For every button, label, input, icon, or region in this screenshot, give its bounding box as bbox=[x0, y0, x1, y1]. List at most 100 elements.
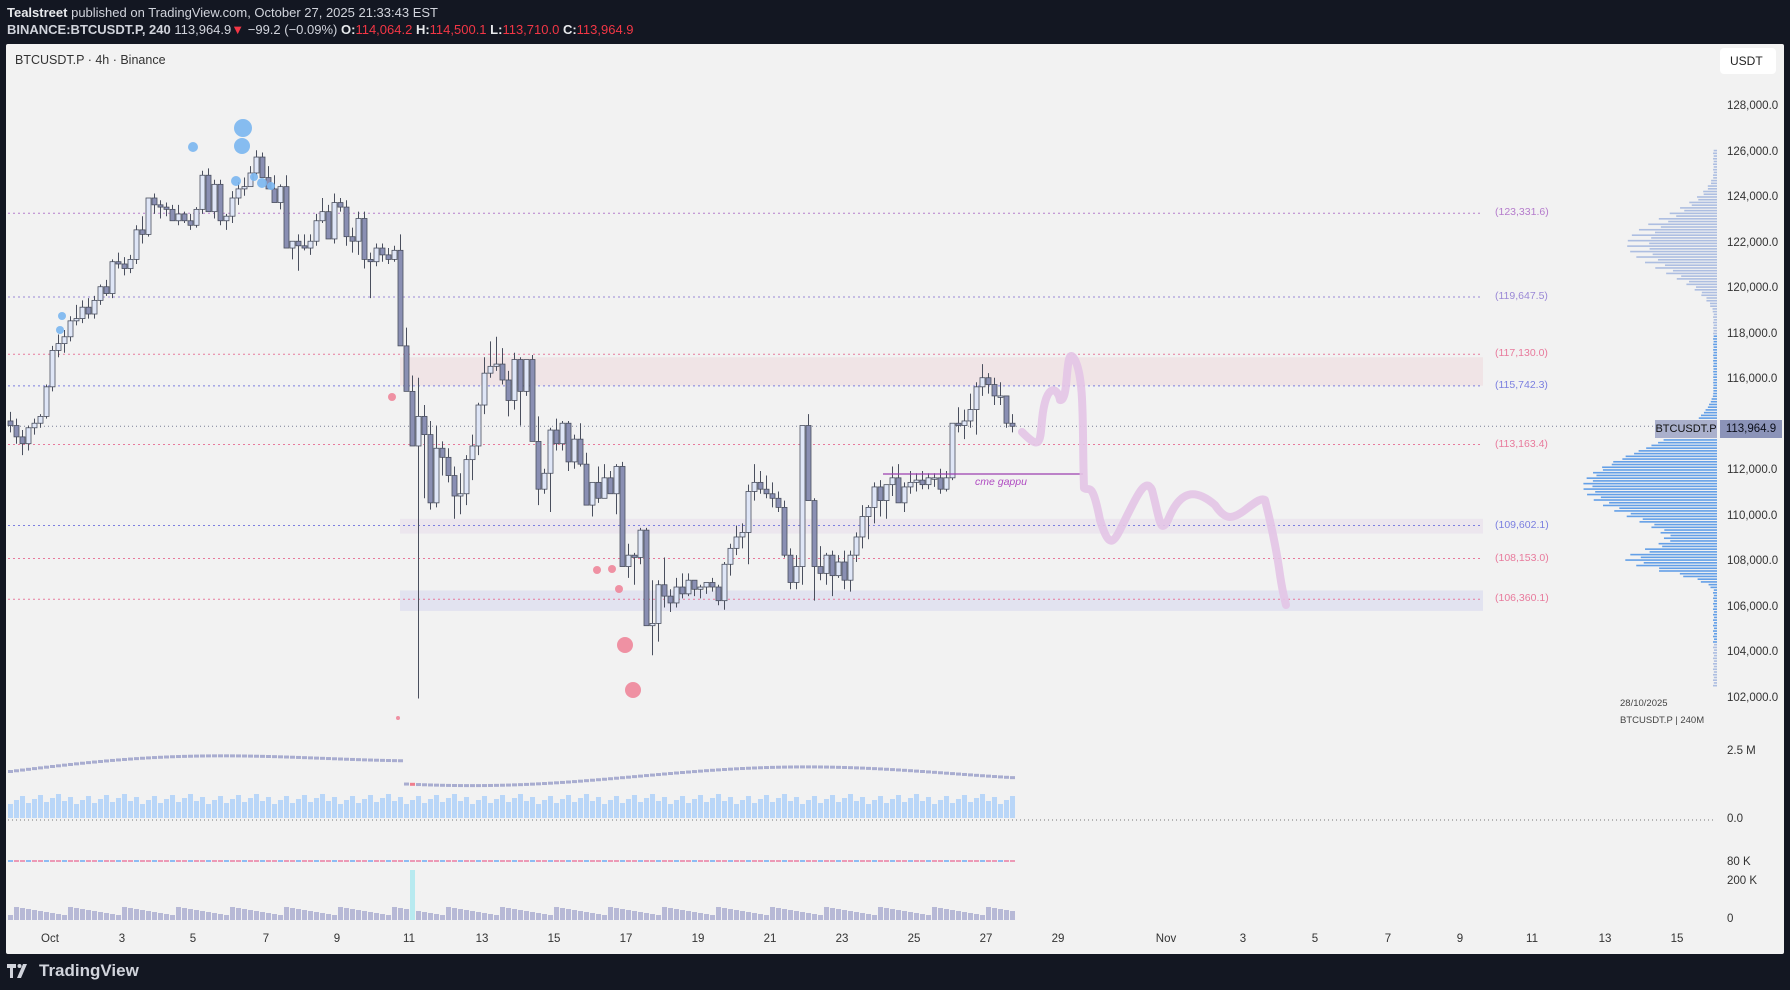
chart-legend-symbol[interactable]: BTCUSDT.P · 4h · Binance bbox=[15, 53, 166, 67]
zone-box bbox=[400, 357, 1483, 386]
cvd-bar bbox=[284, 755, 289, 759]
volume-profile-bar bbox=[1713, 376, 1717, 378]
last-price: 113,964.9 bbox=[174, 22, 232, 37]
oi-bar bbox=[134, 909, 139, 920]
delta-bar bbox=[164, 860, 169, 862]
time-tick: 7 bbox=[1384, 933, 1392, 945]
delta-bar bbox=[758, 860, 763, 862]
volume-bar bbox=[824, 799, 829, 818]
volume-profile-bar bbox=[1713, 324, 1717, 327]
volume-profile-bar bbox=[1600, 496, 1717, 499]
cvd-bar bbox=[272, 755, 277, 759]
long-bubble-icon bbox=[267, 182, 275, 190]
cvd-bar bbox=[254, 754, 259, 758]
candle-body bbox=[151, 197, 158, 206]
low-label: L: bbox=[490, 22, 503, 37]
oi-bar bbox=[824, 907, 829, 920]
delta-bar bbox=[224, 860, 229, 862]
volume-profile-bar bbox=[1713, 157, 1717, 160]
delta-bar bbox=[350, 860, 355, 862]
oi-bar bbox=[8, 915, 13, 920]
delta-bar bbox=[950, 860, 955, 862]
price-tick: 116,000.0 bbox=[1727, 373, 1778, 385]
volume-profile-bar bbox=[1703, 193, 1717, 196]
volume-profile-bar bbox=[1700, 581, 1717, 583]
time-tick: 23 bbox=[835, 933, 849, 945]
delta-bar bbox=[998, 860, 1003, 862]
currency-button[interactable]: USDT bbox=[1720, 48, 1776, 74]
cvd-bar bbox=[8, 770, 13, 773]
volume-profile-bar bbox=[1713, 679, 1717, 681]
oi-bar bbox=[746, 912, 751, 920]
tradingview-logo[interactable]: TradingView bbox=[7, 961, 139, 981]
delta-bar bbox=[446, 860, 451, 862]
volume-bar bbox=[620, 803, 625, 818]
volume-bar bbox=[1004, 800, 1009, 818]
close-label: C: bbox=[562, 22, 577, 37]
open-value: 114,064.2 bbox=[355, 22, 413, 37]
oi-bar bbox=[680, 910, 685, 920]
candle-body bbox=[277, 186, 284, 203]
price-tick: 112,000.0 bbox=[1727, 464, 1778, 476]
cvd-bar bbox=[182, 754, 187, 758]
volume-bar bbox=[476, 800, 481, 818]
candle-body bbox=[859, 516, 866, 538]
time-tick: Nov bbox=[1155, 933, 1177, 945]
volume-profile-bar bbox=[1713, 638, 1717, 641]
delta-bar bbox=[956, 860, 961, 862]
candle-body bbox=[223, 215, 230, 222]
volume-profile-bar bbox=[1713, 327, 1717, 329]
volume-bar bbox=[554, 803, 559, 818]
delta-bar bbox=[560, 860, 565, 862]
oi-bar bbox=[146, 911, 151, 920]
delta-bar bbox=[476, 860, 481, 862]
oi-bar bbox=[566, 909, 571, 920]
oi-bar bbox=[278, 915, 283, 920]
cvd-bar bbox=[314, 756, 319, 760]
candle-body bbox=[529, 359, 536, 442]
delta-bar bbox=[1004, 860, 1009, 862]
oi-bar bbox=[446, 907, 451, 920]
oi-bar bbox=[470, 911, 475, 920]
delta-bar bbox=[650, 860, 655, 862]
cvd-bar bbox=[380, 758, 385, 762]
oi-bar bbox=[584, 912, 589, 920]
time-tick: 19 bbox=[691, 933, 705, 945]
delta-bar bbox=[470, 860, 475, 862]
volume-bar bbox=[440, 802, 445, 818]
volume-profile-bar bbox=[1625, 455, 1717, 458]
volume-profile-bar bbox=[1713, 619, 1717, 621]
candle-body bbox=[907, 481, 914, 488]
delta-bar bbox=[710, 860, 715, 862]
cvd-bar bbox=[164, 755, 169, 759]
candle-body bbox=[133, 229, 140, 260]
cvd-bar bbox=[830, 765, 835, 769]
volume-profile-bar bbox=[1679, 572, 1717, 575]
cvd-bar bbox=[482, 784, 487, 788]
candle-body bbox=[199, 174, 206, 210]
cvd-bar bbox=[44, 765, 49, 769]
candle-body bbox=[997, 395, 1004, 398]
candle-body bbox=[553, 429, 560, 445]
delta-bar bbox=[494, 860, 499, 862]
delta-bar bbox=[404, 860, 409, 862]
cvd-bar bbox=[302, 756, 307, 760]
volume-profile-bar bbox=[1651, 526, 1717, 529]
long-bubble-icon bbox=[56, 326, 64, 334]
candle-body bbox=[241, 186, 248, 190]
volume-bar bbox=[50, 798, 55, 818]
time-tick: 9 bbox=[333, 933, 341, 945]
volume-profile-bar bbox=[1636, 256, 1717, 258]
oi-bar bbox=[182, 908, 187, 920]
volume-profile-bar bbox=[1651, 237, 1717, 239]
volume-bar bbox=[902, 802, 907, 818]
candle-body bbox=[595, 481, 602, 499]
delta-bar bbox=[386, 860, 391, 862]
volume-profile-bar bbox=[1683, 575, 1717, 578]
cme-gap-annotation[interactable]: cme gappu bbox=[975, 476, 1027, 488]
volume-profile-bar bbox=[1713, 321, 1717, 324]
volume-bar bbox=[116, 798, 121, 818]
volume-bar bbox=[884, 803, 889, 818]
author-name[interactable]: Tealstreet bbox=[7, 5, 68, 20]
